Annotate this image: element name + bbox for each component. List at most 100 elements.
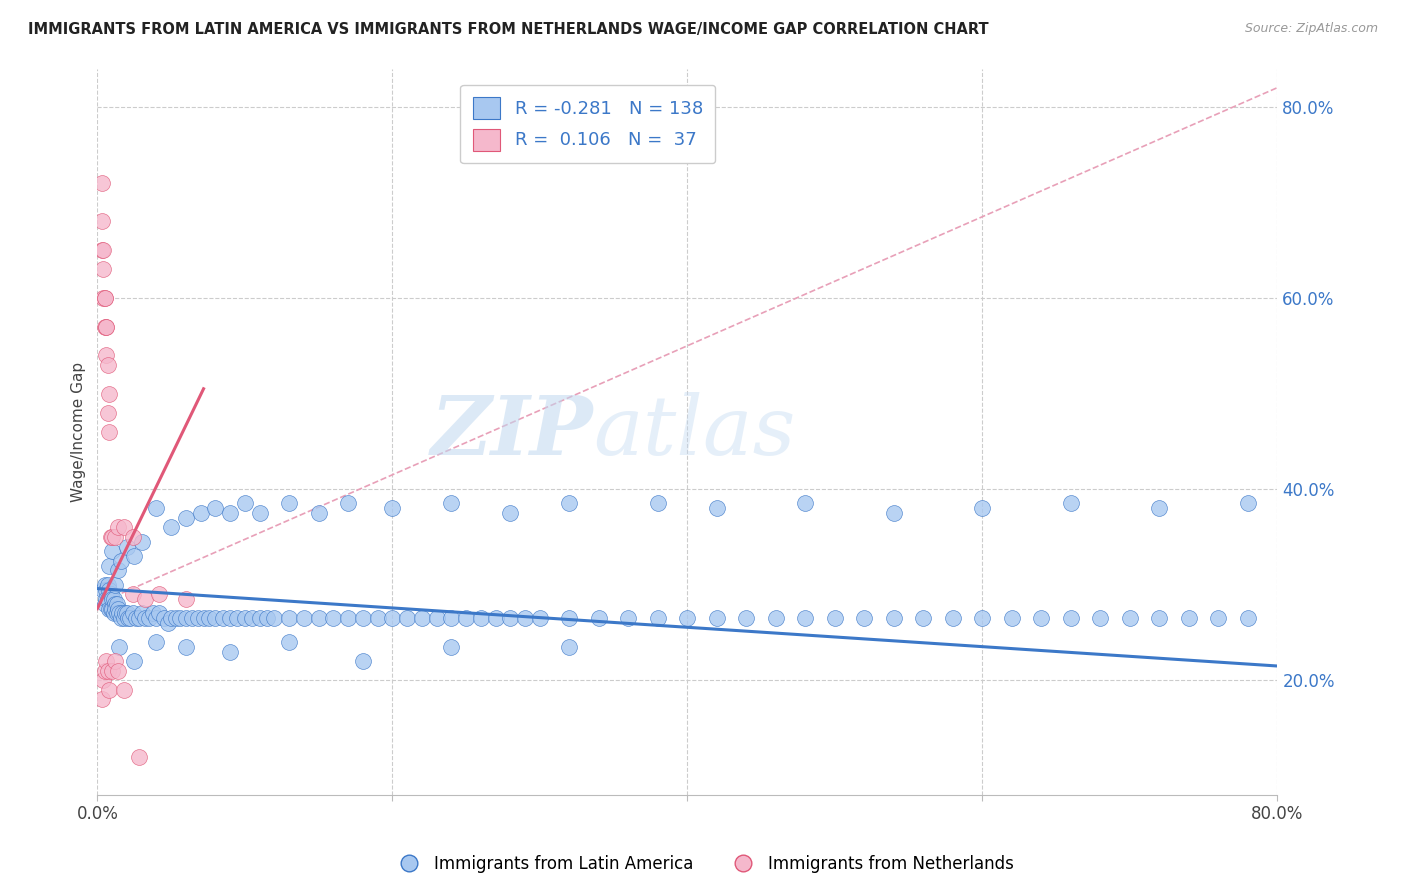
Point bbox=[1060, 611, 1083, 625]
Point bbox=[145, 611, 167, 625]
Point bbox=[138, 611, 160, 625]
Point bbox=[219, 611, 242, 625]
Point bbox=[93, 291, 115, 305]
Point bbox=[91, 291, 114, 305]
Point bbox=[103, 592, 125, 607]
Point bbox=[104, 601, 127, 615]
Point bbox=[456, 611, 478, 625]
Point bbox=[142, 607, 165, 621]
Point bbox=[160, 611, 183, 625]
Point bbox=[1119, 611, 1142, 625]
Point bbox=[256, 611, 278, 625]
Point bbox=[91, 582, 114, 597]
Point bbox=[91, 673, 114, 688]
Point bbox=[308, 611, 330, 625]
Point bbox=[115, 540, 138, 554]
Point bbox=[134, 592, 156, 607]
Point bbox=[93, 319, 115, 334]
Point bbox=[226, 611, 249, 625]
Point bbox=[152, 611, 174, 625]
Text: atlas: atlas bbox=[593, 392, 796, 472]
Point bbox=[110, 554, 132, 568]
Point bbox=[98, 386, 121, 401]
Point bbox=[174, 592, 197, 607]
Point bbox=[90, 176, 112, 190]
Point bbox=[101, 530, 124, 544]
Point bbox=[121, 587, 143, 601]
Point bbox=[588, 611, 610, 625]
Point bbox=[121, 530, 143, 544]
Point bbox=[794, 496, 817, 510]
Point bbox=[98, 558, 121, 573]
Point bbox=[1237, 611, 1260, 625]
Point bbox=[411, 611, 433, 625]
Point bbox=[337, 496, 360, 510]
Point bbox=[706, 501, 728, 516]
Point bbox=[174, 640, 197, 654]
Point bbox=[145, 635, 167, 649]
Point bbox=[263, 611, 285, 625]
Point bbox=[883, 506, 905, 520]
Point bbox=[100, 601, 122, 615]
Point bbox=[529, 611, 551, 625]
Point bbox=[193, 611, 215, 625]
Point bbox=[165, 611, 187, 625]
Point bbox=[617, 611, 640, 625]
Point bbox=[942, 611, 965, 625]
Point bbox=[98, 582, 121, 597]
Point bbox=[396, 611, 419, 625]
Point bbox=[100, 587, 122, 601]
Point bbox=[107, 601, 129, 615]
Text: IMMIGRANTS FROM LATIN AMERICA VS IMMIGRANTS FROM NETHERLANDS WAGE/INCOME GAP COR: IMMIGRANTS FROM LATIN AMERICA VS IMMIGRA… bbox=[28, 22, 988, 37]
Point bbox=[174, 611, 197, 625]
Point bbox=[1208, 611, 1230, 625]
Point bbox=[97, 358, 120, 372]
Point bbox=[111, 607, 134, 621]
Point bbox=[381, 501, 404, 516]
Point bbox=[122, 549, 145, 563]
Point bbox=[352, 611, 374, 625]
Point bbox=[114, 607, 136, 621]
Point bbox=[101, 592, 124, 607]
Point bbox=[440, 611, 463, 625]
Point bbox=[1060, 496, 1083, 510]
Point bbox=[117, 611, 139, 625]
Point bbox=[1178, 611, 1201, 625]
Point bbox=[322, 611, 344, 625]
Point bbox=[426, 611, 449, 625]
Point bbox=[115, 607, 138, 621]
Point bbox=[233, 496, 256, 510]
Legend: Immigrants from Latin America, Immigrants from Netherlands: Immigrants from Latin America, Immigrant… bbox=[385, 848, 1021, 880]
Point bbox=[104, 530, 127, 544]
Point bbox=[108, 640, 131, 654]
Point bbox=[211, 611, 233, 625]
Point bbox=[278, 496, 301, 510]
Point bbox=[98, 601, 121, 615]
Point bbox=[470, 611, 492, 625]
Point bbox=[122, 654, 145, 668]
Point bbox=[912, 611, 935, 625]
Point bbox=[1031, 611, 1053, 625]
Point bbox=[219, 506, 242, 520]
Point bbox=[107, 664, 129, 678]
Point bbox=[558, 496, 581, 510]
Point bbox=[118, 611, 141, 625]
Point bbox=[104, 578, 127, 592]
Point bbox=[90, 214, 112, 228]
Point bbox=[440, 640, 463, 654]
Point bbox=[499, 506, 522, 520]
Point bbox=[145, 501, 167, 516]
Point bbox=[98, 425, 121, 439]
Point bbox=[131, 534, 153, 549]
Point bbox=[824, 611, 846, 625]
Point bbox=[180, 611, 202, 625]
Point bbox=[96, 319, 118, 334]
Point bbox=[240, 611, 263, 625]
Point bbox=[187, 611, 209, 625]
Point bbox=[735, 611, 758, 625]
Point bbox=[105, 607, 128, 621]
Point bbox=[105, 597, 128, 611]
Point bbox=[121, 607, 143, 621]
Point bbox=[883, 611, 905, 625]
Point bbox=[93, 597, 115, 611]
